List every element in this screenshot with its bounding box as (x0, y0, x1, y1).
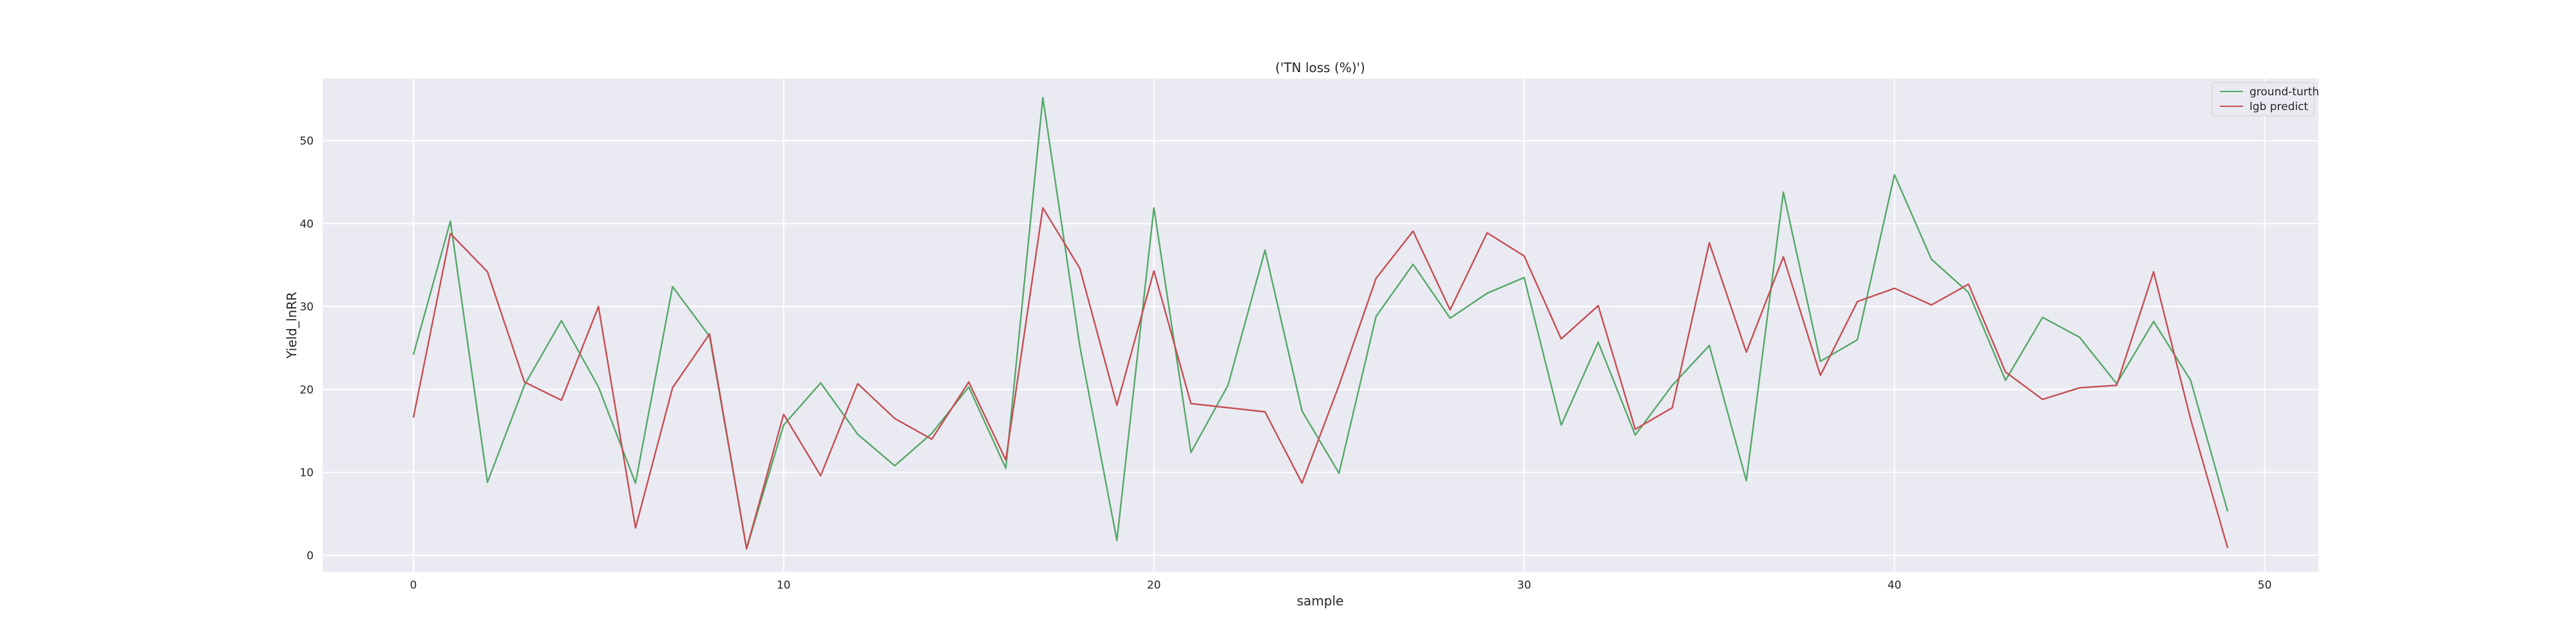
series-line-lgb-predict (412, 207, 2229, 550)
x-tick-labels: 0 10 20 30 40 50 (410, 579, 2271, 592)
x-gridlines (412, 79, 2266, 572)
series-lines (412, 97, 2229, 550)
y-tick-label: 30 (299, 301, 314, 314)
y-tick-label: 40 (299, 218, 314, 231)
x-tick-label: 20 (1147, 579, 1161, 592)
x-tick-label: 30 (1517, 579, 1531, 592)
legend-label-ground-turth: ground-turth (2249, 86, 2319, 99)
y-tick-label: 20 (299, 384, 314, 397)
plot-background (323, 79, 2318, 572)
y-tick-label: 10 (299, 467, 314, 480)
x-tick-label: 10 (777, 579, 791, 592)
y-axis-label: Yield_lnRR (284, 292, 299, 359)
legend-label-lgb-predict: lgb predict (2249, 100, 2308, 113)
x-tick-label: 50 (2258, 579, 2272, 592)
chart-title: ('TN loss (%)') (1275, 60, 1365, 75)
y-tick-label: 0 (307, 549, 314, 562)
x-tick-label: 0 (410, 579, 417, 592)
x-tick-label: 40 (1888, 579, 1902, 592)
y-tick-label: 50 (299, 135, 314, 148)
legend: ground-turth lgb predict (2211, 82, 2319, 117)
y-tick-labels: 0 10 20 30 40 50 (299, 135, 314, 563)
x-axis-label: sample (1297, 593, 1344, 609)
y-gridlines (323, 140, 2318, 556)
